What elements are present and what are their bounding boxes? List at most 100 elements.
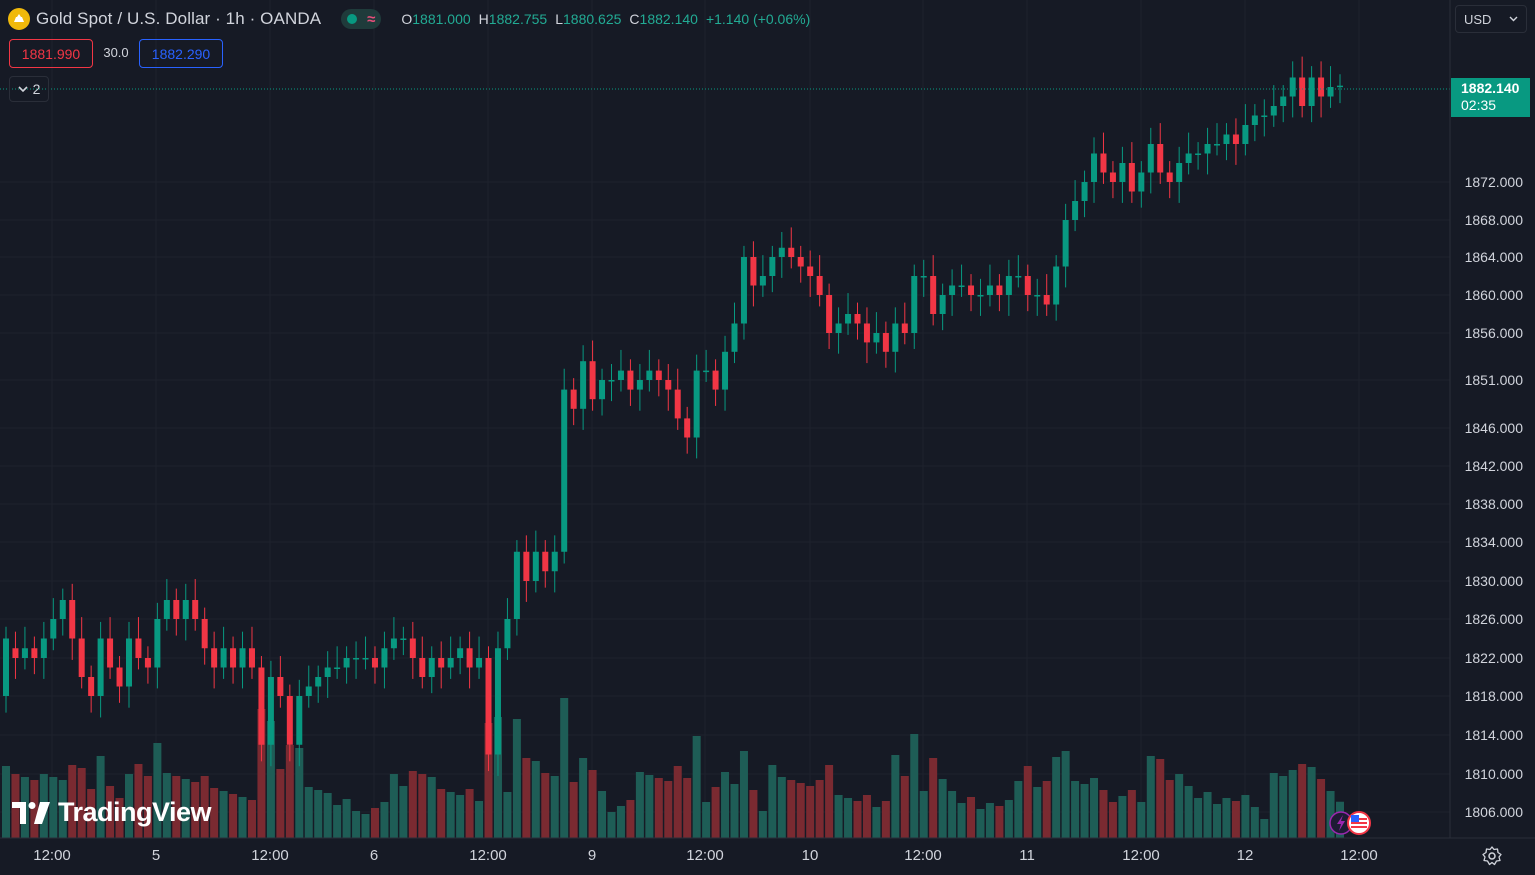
candle-body bbox=[722, 351, 729, 390]
ohlc-legend: O1881.000 H1882.755 L1880.625 C1882.140 … bbox=[401, 11, 810, 27]
candle-body bbox=[1327, 87, 1334, 97]
candle-body bbox=[248, 648, 255, 668]
volume-bar bbox=[96, 756, 105, 838]
ohlc-open-value: 1881.000 bbox=[412, 11, 471, 27]
candle-body bbox=[636, 380, 643, 390]
ohlc-close-value: 1882.140 bbox=[639, 11, 698, 27]
candle-body bbox=[863, 323, 870, 343]
candle-body bbox=[1081, 182, 1088, 201]
candle-body bbox=[1318, 77, 1325, 97]
ohlc-high-value: 1882.755 bbox=[488, 11, 548, 27]
candle-body bbox=[107, 638, 114, 668]
candle-body bbox=[778, 247, 785, 257]
currency-select[interactable]: USD bbox=[1455, 5, 1527, 33]
indicators-collapse-button[interactable]: 2 bbox=[9, 76, 49, 102]
candle-body bbox=[731, 323, 738, 352]
ohlc-low-value: 1880.625 bbox=[563, 11, 622, 27]
price-tick-label: 1851.000 bbox=[1464, 372, 1523, 388]
volume-bar bbox=[919, 791, 928, 838]
tradingview-logo-icon bbox=[12, 801, 50, 824]
volume-bar bbox=[730, 784, 739, 838]
economic-events[interactable] bbox=[1328, 810, 1376, 836]
volume-bar bbox=[900, 776, 909, 838]
candle-body bbox=[1176, 163, 1183, 182]
ohlc-close-key: C bbox=[629, 11, 640, 27]
volume-bar bbox=[484, 723, 493, 838]
candle-body bbox=[59, 600, 66, 619]
volume-bar bbox=[560, 698, 569, 838]
volume-bar bbox=[475, 801, 484, 838]
candle-body bbox=[296, 696, 303, 745]
volume-bar bbox=[191, 782, 200, 838]
candle-body bbox=[305, 686, 312, 696]
volume-bar bbox=[683, 778, 692, 838]
volume-bar bbox=[929, 758, 938, 838]
candle-body bbox=[1005, 276, 1012, 295]
volume-bar bbox=[768, 765, 777, 838]
time-tick-label: 12:00 bbox=[686, 847, 724, 864]
candle-body bbox=[334, 667, 341, 669]
volume-bar bbox=[1231, 801, 1240, 838]
gold-coin-icon bbox=[8, 8, 30, 30]
price-tick-label: 1830.000 bbox=[1464, 573, 1523, 589]
volume-bar bbox=[1023, 766, 1032, 838]
symbol-title[interactable]: Gold Spot / U.S. Dollar · 1h · OANDA bbox=[36, 9, 322, 28]
candle-body bbox=[1270, 106, 1277, 116]
candle-body bbox=[1242, 125, 1249, 144]
candle-body bbox=[1308, 77, 1315, 106]
volume-bar bbox=[1288, 770, 1297, 838]
volume-bar bbox=[1127, 790, 1136, 838]
candle-body bbox=[1214, 144, 1221, 146]
candle-body bbox=[476, 658, 483, 668]
candle-body bbox=[769, 257, 776, 276]
candle-body bbox=[693, 370, 700, 438]
gear-icon[interactable] bbox=[1482, 846, 1502, 866]
chevron-down-icon bbox=[1509, 16, 1518, 22]
candle-body bbox=[627, 370, 634, 390]
volume-bar bbox=[2, 766, 10, 838]
volume-bar bbox=[1014, 781, 1023, 838]
volume-bar bbox=[1061, 751, 1070, 838]
candlesticks bbox=[3, 56, 1343, 776]
symbol-header[interactable]: Gold Spot / U.S. Dollar · 1h · OANDA ≈ O… bbox=[8, 6, 810, 32]
candle-body bbox=[977, 295, 984, 297]
candle-body bbox=[504, 619, 511, 649]
volume-bar bbox=[1250, 807, 1259, 838]
candle-body bbox=[97, 638, 104, 696]
candle-body bbox=[78, 638, 85, 677]
candle-body bbox=[1024, 276, 1031, 295]
ohlc-low-key: L bbox=[555, 11, 563, 27]
candle-body bbox=[419, 658, 426, 677]
candle-body bbox=[1043, 295, 1050, 305]
volume-bar bbox=[229, 794, 238, 838]
us-flag-icon[interactable] bbox=[1347, 811, 1371, 835]
candle-body bbox=[807, 266, 814, 276]
candle-body bbox=[324, 667, 331, 677]
spread-value: 30.0 bbox=[103, 45, 129, 60]
candle-body bbox=[1185, 153, 1192, 163]
candle-body bbox=[1062, 220, 1069, 267]
candle-body bbox=[523, 551, 530, 581]
candle-body bbox=[958, 285, 965, 287]
volume-bar bbox=[1194, 798, 1203, 838]
candle-body bbox=[1128, 163, 1135, 192]
candle-body bbox=[665, 380, 672, 390]
buy-button[interactable]: 1882.290 bbox=[139, 39, 223, 68]
candle-body bbox=[88, 677, 95, 696]
ohlc-change: +1.140 (+0.06%) bbox=[705, 11, 811, 27]
volume-bar bbox=[389, 774, 398, 838]
candle-body bbox=[1223, 134, 1230, 144]
candle-body bbox=[1195, 153, 1202, 155]
candle-body bbox=[1072, 201, 1079, 220]
volume-bar bbox=[1108, 802, 1117, 838]
sell-button[interactable]: 1881.990 bbox=[9, 39, 93, 68]
candle-body bbox=[239, 648, 246, 668]
lightning-icon[interactable] bbox=[1329, 811, 1353, 835]
volume-bar bbox=[664, 781, 673, 838]
candle-body bbox=[31, 648, 38, 658]
volume-bar bbox=[1099, 790, 1108, 838]
volume-bar bbox=[304, 787, 313, 838]
candle-body bbox=[684, 418, 691, 438]
market-status-pill[interactable]: ≈ bbox=[341, 9, 382, 29]
